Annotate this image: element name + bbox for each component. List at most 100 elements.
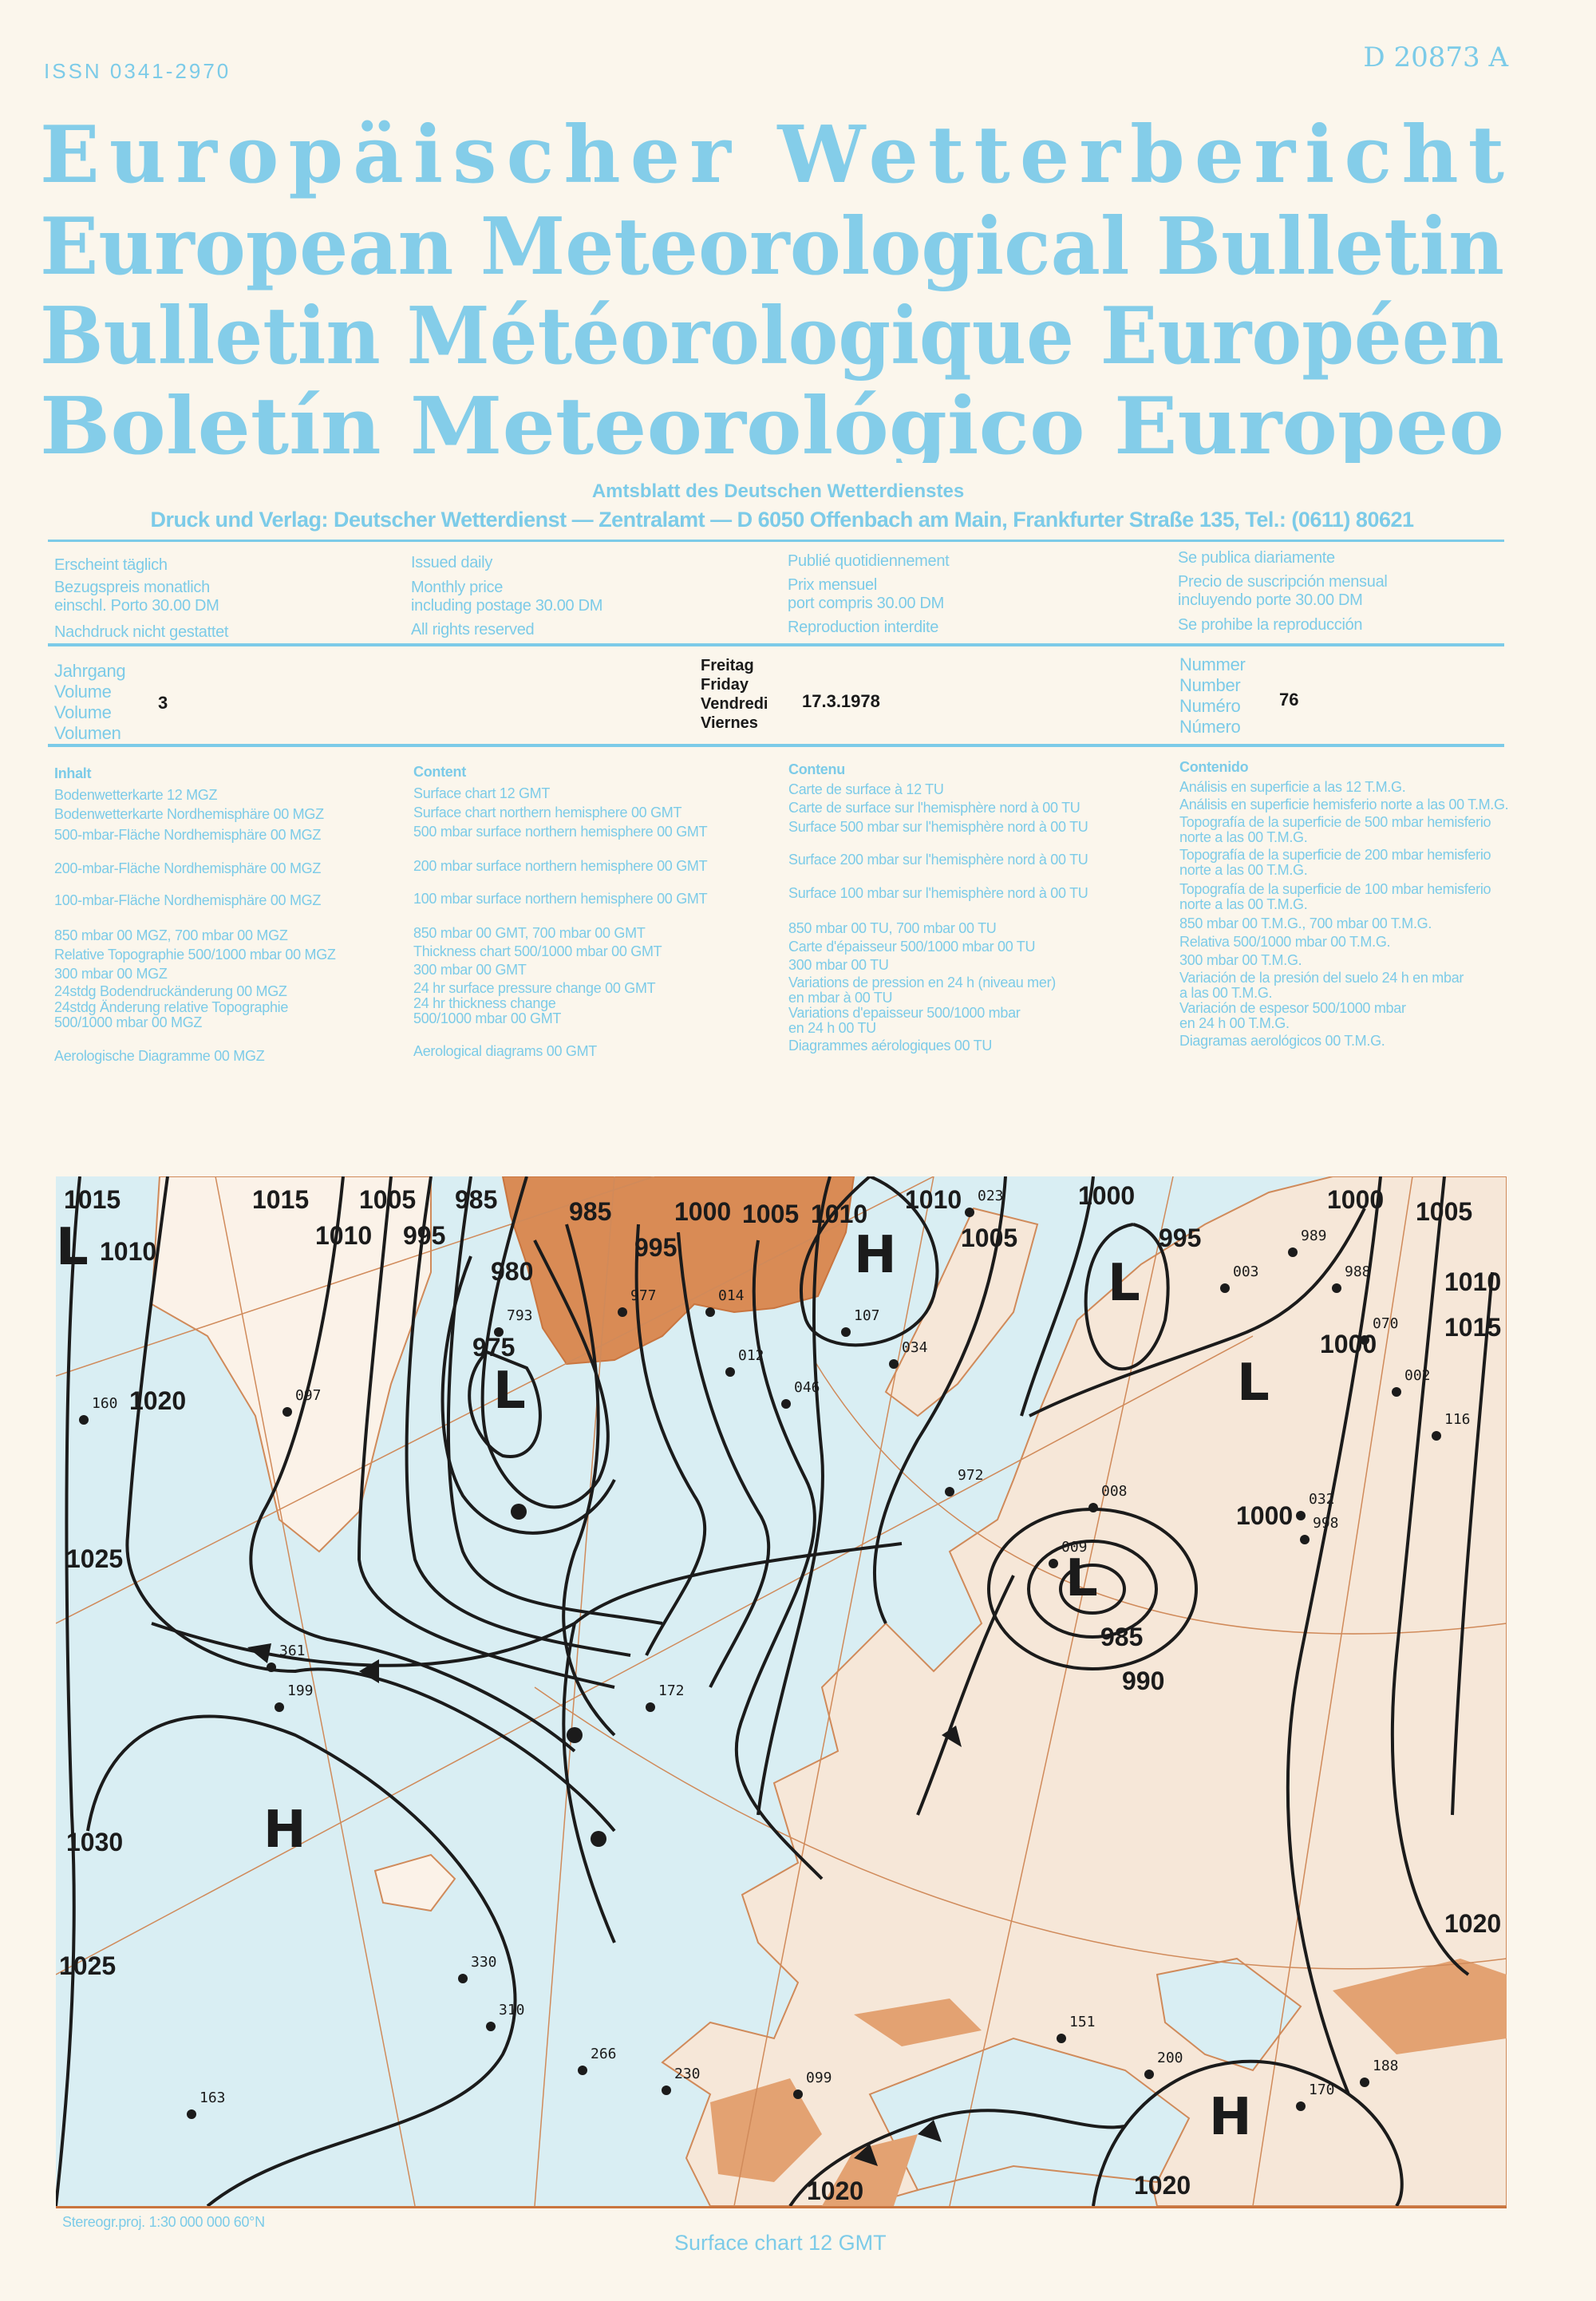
price-es-2: incluyendo porte 30.00 DM: [1178, 591, 1363, 609]
isobar-label: 1020: [129, 1386, 186, 1415]
isobar-label: 995: [403, 1221, 445, 1250]
station-marker: [79, 1415, 89, 1425]
divider: [48, 744, 1504, 747]
station-pressure: 972: [958, 1467, 984, 1484]
issued-en: Issued daily: [411, 554, 493, 571]
contents-item: 100-mbar-Fläche Nordhemisphäre 00 MGZ: [54, 892, 322, 908]
station-marker: [646, 1702, 655, 1712]
station-pressure: 163: [200, 2089, 226, 2106]
land-greenland: [501, 1176, 855, 1366]
number-label: Nummer: [1179, 654, 1246, 674]
contents-heading-fr: Contenu: [788, 761, 845, 777]
issued-es: Se publica diariamente: [1178, 549, 1335, 567]
isobars: [54, 1175, 1494, 2208]
weekday-label: Viernes: [701, 714, 758, 732]
issue-date: 17.3.1978: [802, 691, 880, 711]
contents-item: 500-mbar-Fläche Nordhemisphäre 00 MGZ: [54, 827, 322, 843]
station-pressure: 023: [978, 1188, 1004, 1204]
station-marker: [1332, 1283, 1341, 1293]
isobar-label: 1030: [66, 1828, 123, 1856]
title-en: European Meteorological Bulletin: [40, 201, 1504, 293]
station-marker: [187, 2109, 196, 2119]
station-marker: [945, 1487, 954, 1496]
price-en-2: including postage 30.00 DM: [411, 597, 603, 615]
pressure-center: H: [854, 1226, 897, 1285]
isobar-label: 1010: [905, 1185, 962, 1214]
station-pressure: 032: [1309, 1491, 1335, 1508]
station-marker: [662, 2086, 671, 2095]
contents-item: Variations d'epaisseur 500/1000 mbar: [788, 1005, 1021, 1021]
station-marker: [1432, 1431, 1441, 1441]
isobar-label: 990: [1122, 1666, 1164, 1695]
contents-heading-en: Content: [413, 764, 466, 780]
contents-item: Diagrammes aérologiques 00 TU: [788, 1038, 993, 1054]
contents-item: Bodenwetterkarte 12 MGZ: [54, 787, 218, 803]
contents-item: Bodenwetterkarte Nordhemisphäre 00 MGZ: [54, 806, 324, 822]
isobar-label: 1010: [315, 1221, 372, 1250]
map-projection-note: Stereogr.proj. 1:30 000 000 60°N: [62, 2214, 265, 2230]
contents-item: Surface 200 mbar sur l'hemisphère nord à…: [788, 852, 1088, 868]
title-fr: Bulletin Météorologique Européen: [40, 291, 1504, 382]
contents-item: 300 mbar 00 TU: [788, 957, 889, 973]
contents-item: Análisis en superficie a las 12 T.M.G.: [1179, 779, 1406, 795]
isobar-label: 980: [491, 1257, 533, 1286]
station-pressure: 989: [1301, 1228, 1327, 1244]
isobar-label: 1010: [1444, 1267, 1501, 1296]
graticule: [215, 1176, 1413, 2207]
isobar-label: 1020: [1444, 1909, 1501, 1938]
land-scandinavia: [884, 1207, 1039, 1417]
contents-item: 850 mbar 00 GMT, 700 mbar 00 GMT: [413, 925, 646, 941]
isobar-label: 1005: [961, 1224, 1017, 1252]
volume-label: Volumen: [54, 723, 121, 743]
number-label: Numéro: [1179, 696, 1241, 716]
isobar-label: 1025: [59, 1951, 116, 1980]
contents-item: Carte de surface sur l'hemisphère nord à…: [788, 800, 1080, 816]
contents-item: norte a las 00 T.M.G.: [1179, 862, 1308, 878]
contents-item: Surface 100 mbar sur l'hemisphère nord à…: [788, 885, 1088, 901]
contents-item: Diagramas aerológicos 00 T.M.G.: [1179, 1033, 1385, 1049]
station-marker: [486, 2022, 496, 2031]
station-marker: [725, 1367, 735, 1377]
isobar-label: 1015: [64, 1185, 120, 1214]
pressure-center: L: [493, 1362, 526, 1421]
station-pressure: 188: [1373, 2058, 1399, 2074]
station-marker: [965, 1208, 974, 1217]
contents-item: Variación de la presión del suelo 24 h e…: [1179, 970, 1464, 986]
number-labels: Nummer Number Numéro Número: [1179, 654, 1246, 737]
station-marker: [494, 1327, 504, 1337]
contents-item: Topografía de la superficie de 500 mbar …: [1179, 814, 1491, 830]
isobar-label: 1015: [1444, 1313, 1501, 1342]
contents-item: en mbar à 00 TU: [788, 990, 893, 1006]
station-pressure: 003: [1233, 1263, 1259, 1280]
contents-item: 850 mbar 00 TU, 700 mbar 00 TU: [788, 920, 997, 936]
price-de-2: einschl. Porto 30.00 DM: [54, 597, 219, 615]
station-marker: [889, 1359, 899, 1369]
contents-item: norte a las 00 T.M.G.: [1179, 896, 1308, 912]
station-pressure: 266: [591, 2046, 617, 2062]
land-greenland-west: [150, 1176, 432, 1553]
station-pressure: 361: [279, 1643, 306, 1659]
contents-item: 300 mbar 00 GMT: [413, 962, 527, 978]
station-pressure: 170: [1309, 2082, 1335, 2098]
contents-heading-de: Inhalt: [54, 765, 92, 781]
isobar-label: 1005: [359, 1185, 416, 1214]
contents-item: Carte de surface à 12 TU: [788, 781, 944, 797]
bulletin-titles: Europäischer Wetterbericht European Mete…: [40, 112, 1504, 463]
station-marker: [618, 1307, 627, 1317]
price-fr: Prix mensuel: [788, 576, 877, 594]
isobar-label: 1020: [1134, 2171, 1191, 2200]
station-marker: [1360, 2078, 1369, 2087]
isobar-label: 995: [1159, 1224, 1201, 1252]
station-marker: [1360, 1335, 1369, 1345]
price-de: Bezugspreis monatlich: [54, 579, 210, 596]
isobar-label: 995: [634, 1233, 677, 1262]
isobar-label: 1000: [1078, 1181, 1135, 1210]
station-pressure: 008: [1101, 1483, 1128, 1500]
rights-es: Se prohibe la reproducción: [1178, 616, 1363, 634]
contents-item: 850 mbar 00 T.M.G., 700 mbar 00 T.M.G.: [1179, 915, 1432, 931]
station-pressure: 070: [1373, 1315, 1399, 1332]
pressure-center: L: [1065, 1549, 1098, 1608]
isobar-label: 1000: [674, 1197, 731, 1226]
fronts: [151, 1504, 1015, 2166]
weekday-label: Vendredi: [701, 695, 768, 713]
